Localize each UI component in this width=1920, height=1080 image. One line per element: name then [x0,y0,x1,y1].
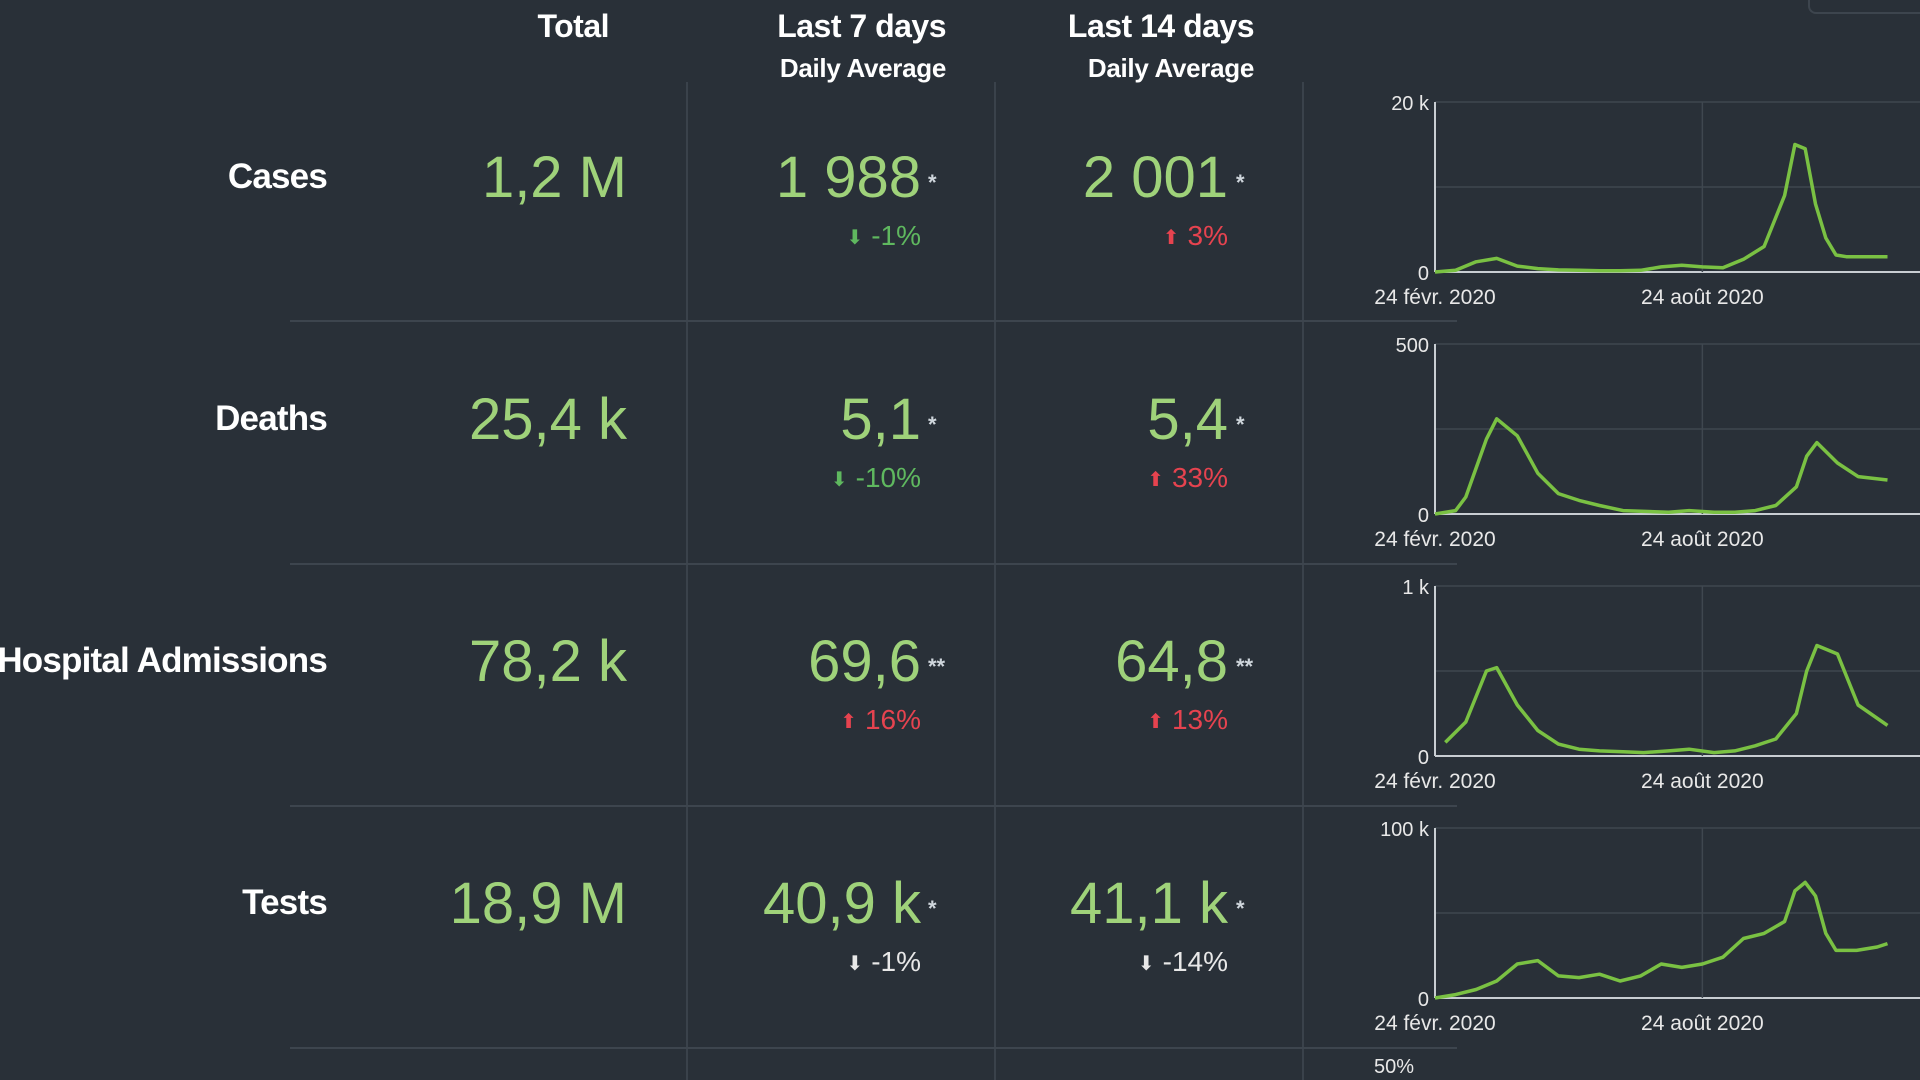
x-tick-label: 24 août 2020 [1641,286,1764,309]
avg14-value: 2 001 [1082,145,1228,210]
chg7-change: ⬆ 16% [840,704,921,736]
x-tick-label: 24 févr. 2020 [1374,528,1495,551]
x-tick-label: 24 août 2020 [1641,770,1764,793]
chg14-change: ⬆ 33% [1147,462,1228,494]
chg14-percent: 13% [1171,704,1228,735]
sparkline-svg: 500 024 févr. 2020 24 août 2020 [1374,335,1920,551]
metric-label-tests: Tests [242,883,328,922]
sparkline-chart: 1 k 0 24 févr. 2020 24 août 2020 [1357,566,1920,806]
chg7-percent: 16% [864,704,921,735]
sparkline-chart: 500 0 24 févr. 2020 24 août 2020 [1357,324,1920,564]
column-divider-2 [994,82,996,1080]
series-line [1444,643,1889,755]
header-last7-title: Last 7 days [777,8,946,44]
arrow-down-icon: ⬇ [1137,953,1155,976]
avg14-footnote-mark: * [1236,412,1245,437]
header-last14: Last 14 days Daily Average [1067,8,1255,84]
avg14-value: 41,1 k [1070,871,1228,936]
column-divider-1 [686,82,688,1080]
x-tick-label: 24 févr. 2020 [1374,286,1495,309]
metric-label-cases: Cases [227,157,328,196]
total-value: 18,9 M [449,871,627,936]
row-divider-1 [290,320,1457,322]
chg14-percent: 33% [1171,462,1228,493]
metric-label-hospital-admissions: Hospital Admissions [0,641,328,680]
avg7-footnote-mark: ** [928,654,946,679]
avg7-value: 69,6 [808,629,921,694]
chg7-percent: -10% [855,462,921,493]
row-divider-3 [290,805,1457,807]
arrow-up-icon: ⬆ [1162,227,1180,250]
avg7-value: 1 988 [775,145,921,210]
header-last7-subtitle: Daily Average [779,53,946,83]
column-divider-3 [1302,82,1304,1080]
avg7-value: 40,9 k [763,871,921,936]
avg14-footnote-mark: * [1236,170,1245,195]
avg14-value: 5,4 [1147,387,1228,452]
y-tick-label: 0 [1418,989,1429,1011]
arrow-up-icon: ⬆ [1147,469,1164,492]
avg7-footnote-mark: * [928,896,937,921]
metric-label-deaths: Deaths [215,399,328,438]
chg7-change: ⬇ -1% [846,220,921,252]
sparkline-chart: 100 k 0 24 févr. 2020 24 août 2020 [1357,808,1920,1048]
y-tick-label: 0 [1418,747,1429,769]
row-divider-2 [290,563,1457,565]
series-line [1434,880,1889,1000]
metric-row: Tests 18,9 M 40,9 k * ⬇ -1% 41,1 k * ⬇ -14% 100 k 0… [0,808,1920,1048]
total-value: 25,4 k [469,387,627,452]
total-value: 1,2 M [481,145,627,210]
arrow-up-icon: ⬆ [1147,711,1164,734]
y-tick-label: 20 k [1391,93,1430,115]
y-tick-label: 1 k [1402,577,1430,599]
x-tick-label: 24 févr. 2020 [1374,1012,1495,1035]
avg7-footnote-mark: * [928,412,937,437]
header-total-title: Total [537,8,609,44]
metric-row: Deaths 25,4 k 5,1 * ⬇ -10% 5,4 * ⬆ 33% 500 0 24 févr… [0,324,1920,564]
header-last7: Last 7 days Daily Average [777,8,946,84]
chg14-change: ⬆ 3% [1163,220,1228,252]
chg7-change: ⬇ -1% [846,946,921,978]
avg7-value: 5,1 [840,387,921,452]
arrow-up-icon: ⬆ [840,711,857,734]
header-last14-title: Last 14 days [1067,8,1255,44]
panel-corner-edge [1808,0,1920,14]
sparkline-svg: 20 k 024 févr. 2020 24 août 2020 [1374,93,1920,309]
avg14-value: 64,8 [1115,629,1228,694]
header-last14-subtitle: Daily Average [1087,53,1254,83]
total-value: 78,2 k [469,629,627,694]
avg7-footnote-mark: * [928,170,937,195]
chg7-percent: -1% [871,220,921,251]
y-tick-label: 100 k [1380,819,1430,841]
sparkline-svg: 1 k 024 févr. 2020 24 août 2020 [1374,577,1920,793]
series-line [1434,417,1888,516]
series-line [1434,142,1888,274]
x-tick-label: 24 févr. 2020 [1374,770,1495,793]
header-total: Total [537,8,609,45]
sparkline-svg: 100 k 024 févr. 2020 24 août 2020 [1374,819,1920,1035]
metric-row: Cases 1,2 M 1 988 * ⬇ -1% 2 001 * ⬆ 3% 20 k 0 24 fév… [0,82,1920,322]
sparkline-chart: 20 k 0 24 févr. 2020 24 août 2020 [1357,82,1920,322]
y-tick-label: 0 [1418,505,1429,527]
arrow-down-icon: ⬇ [846,953,864,976]
row-divider-4 [290,1047,1457,1049]
y-tick-label: 500 [1396,335,1429,357]
arrow-down-icon: ⬇ [846,227,864,250]
metric-row: Hospital Admissions 78,2 k 69,6 ** ⬆ 16% 64,8 *… [0,566,1920,806]
chg14-change: ⬇ -14% [1138,946,1228,978]
chg14-change: ⬆ 13% [1147,704,1228,736]
y-tick-label: 0 [1418,263,1429,285]
x-tick-label: 24 août 2020 [1641,1012,1764,1035]
arrow-down-icon: ⬇ [830,469,848,492]
chg7-change: ⬇ -10% [831,462,921,494]
chg14-percent: -14% [1162,946,1228,977]
chg14-percent: 3% [1187,220,1228,251]
next-chart-ytick: 50% [1373,1056,1414,1078]
x-tick-label: 24 août 2020 [1641,528,1764,551]
avg14-footnote-mark: * [1236,896,1245,921]
avg14-footnote-mark: ** [1236,654,1254,679]
chg7-percent: -1% [871,946,921,977]
